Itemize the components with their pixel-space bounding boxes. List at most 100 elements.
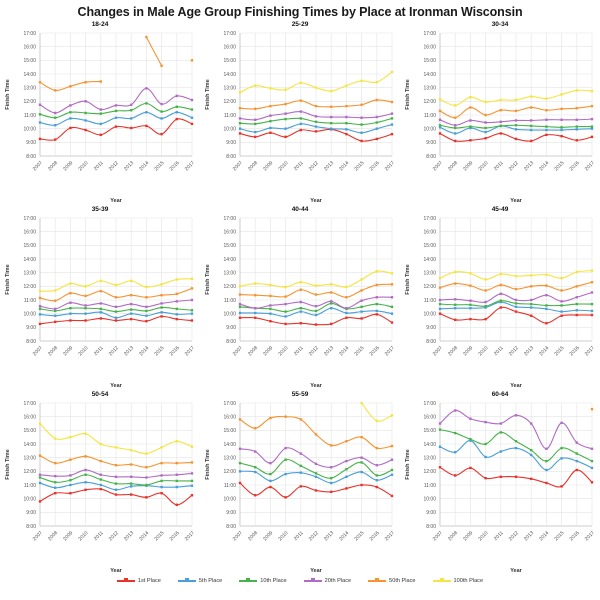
data-point <box>484 113 487 117</box>
data-point <box>560 300 563 303</box>
data-point <box>590 117 594 121</box>
data-point <box>499 272 502 276</box>
legend-item-1st-place[interactable]: 1st Place <box>116 577 161 585</box>
data-point <box>514 119 518 122</box>
x-tick-label: 2017 <box>184 530 196 542</box>
data-point <box>499 98 502 102</box>
y-tick-label: 15:00 <box>423 243 436 249</box>
y-tick-label: 11:00 <box>24 483 36 489</box>
data-point <box>469 106 472 109</box>
y-axis-label: Finish Time <box>5 449 11 479</box>
y-tick-label: 9:00 <box>226 510 236 516</box>
legend-item-20th-place[interactable]: 20th Place <box>303 577 351 585</box>
x-tick-label: 2007 <box>432 530 444 542</box>
y-tick-label: 13:00 <box>23 85 36 91</box>
data-point <box>130 485 133 488</box>
legend-item-10th-place[interactable]: 10th Place <box>239 577 287 585</box>
legend-swatch <box>303 577 322 585</box>
data-point <box>254 118 257 121</box>
data-point <box>330 115 333 119</box>
x-axis-label: Year <box>110 568 122 574</box>
y-tick-label: 14:00 <box>223 442 236 448</box>
data-point <box>175 479 178 483</box>
data-point <box>254 135 257 139</box>
data-point <box>160 315 163 318</box>
data-point <box>69 483 72 487</box>
data-point <box>560 289 563 292</box>
data-point <box>390 494 394 498</box>
x-tick-label: 2016 <box>169 345 181 357</box>
legend-item-100th-place[interactable]: 100th Place <box>432 577 483 585</box>
data-point <box>190 494 194 497</box>
data-point <box>545 284 548 287</box>
y-tick-label: 17:00 <box>223 31 236 37</box>
data-point <box>530 274 533 277</box>
data-point <box>38 113 42 116</box>
x-tick-label: 2012 <box>108 345 120 357</box>
data-point <box>345 316 348 319</box>
data-point <box>314 125 318 128</box>
data-point <box>160 446 163 449</box>
data-point <box>84 285 87 288</box>
data-point <box>238 461 242 465</box>
data-point <box>345 475 348 478</box>
data-point <box>38 476 42 479</box>
y-tick-label: 12:00 <box>23 469 36 475</box>
data-point <box>254 427 257 430</box>
y-tick-label: 9:00 <box>426 140 436 146</box>
data-point <box>469 438 472 441</box>
y-axis-label: Finish Time <box>5 264 11 294</box>
data-point <box>330 307 333 310</box>
data-point <box>190 319 194 322</box>
data-point <box>299 110 302 113</box>
data-point <box>69 312 72 315</box>
data-point <box>190 445 194 448</box>
data-point <box>345 122 348 125</box>
data-point <box>114 125 118 128</box>
data-point <box>238 302 242 306</box>
x-tick-label: 2015 <box>553 345 565 357</box>
data-point <box>375 127 378 130</box>
data-point <box>590 302 594 306</box>
data-point <box>514 137 518 141</box>
x-tick-label: 2017 <box>584 345 596 357</box>
data-point <box>145 319 148 323</box>
data-point <box>469 317 472 321</box>
data-point <box>345 459 348 463</box>
data-point <box>514 274 518 278</box>
legend-item-5th-place[interactable]: 5th Place <box>177 577 222 585</box>
data-point <box>514 310 518 313</box>
data-point <box>99 302 102 305</box>
data-point <box>575 118 578 121</box>
data-point <box>145 314 148 317</box>
data-point <box>130 294 133 297</box>
data-point <box>454 282 457 285</box>
data-point <box>190 287 194 290</box>
x-tick-label: 2013 <box>123 530 135 542</box>
data-point <box>160 311 163 314</box>
data-point <box>375 479 378 482</box>
data-point <box>314 115 318 118</box>
data-point <box>360 289 363 292</box>
x-tick-label: 2010 <box>477 530 489 542</box>
data-point <box>145 496 148 499</box>
y-tick-label: 14:00 <box>23 442 36 448</box>
data-point <box>390 283 394 286</box>
data-point <box>545 322 548 325</box>
y-tick-label: 16:00 <box>23 229 36 235</box>
x-tick-label: 2015 <box>153 345 165 357</box>
data-point <box>330 89 333 93</box>
data-point <box>469 417 472 420</box>
x-tick-label: 2011 <box>293 530 305 542</box>
y-tick-label: 13:00 <box>423 455 436 461</box>
x-tick-label: 2013 <box>323 345 335 357</box>
data-point <box>54 138 57 141</box>
data-point <box>130 279 133 283</box>
x-tick-label: 2017 <box>184 160 196 172</box>
data-point <box>499 132 502 135</box>
legend-item-50th-place[interactable]: 50th Place <box>368 577 416 585</box>
data-point <box>530 422 533 425</box>
x-tick-label: 2010 <box>477 160 489 172</box>
x-tick-label: 2014 <box>538 160 550 172</box>
x-tick-label: 2016 <box>369 530 381 542</box>
